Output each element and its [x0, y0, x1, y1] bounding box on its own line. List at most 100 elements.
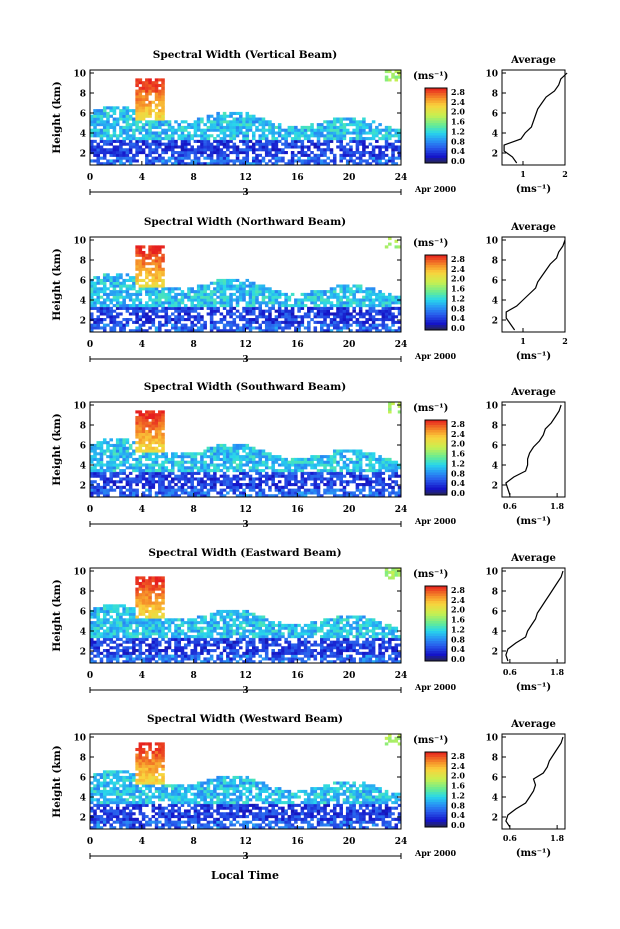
heatmap-cell: [125, 318, 130, 322]
heatmap-cell: [358, 488, 363, 492]
heatmap-cell: [200, 646, 204, 650]
heatmap-cell: [255, 148, 259, 152]
heatmap-cell: [151, 142, 156, 146]
heatmap-cell: [93, 640, 97, 644]
heatmap-cell: [294, 125, 298, 129]
heatmap-cell: [203, 485, 207, 489]
heatmap-cell: [132, 618, 136, 622]
heatmap-cell: [96, 649, 101, 653]
heatmap-cell: [141, 632, 146, 636]
heatmap-cell: [154, 256, 159, 260]
heatmap-cell: [170, 290, 175, 294]
heatmap-cell: [119, 654, 123, 658]
heatmap-cell: [141, 651, 146, 655]
heatmap-cell: [193, 148, 198, 152]
heatmap-cell: [180, 306, 185, 310]
heatmap-cell: [128, 295, 133, 299]
heatmap-cell: [294, 466, 298, 470]
heatmap-cell: [148, 137, 152, 141]
heatmap-cell: [174, 637, 178, 641]
heatmap-cell: [388, 242, 392, 246]
heatmap-cell: [93, 626, 97, 630]
day-label: 3: [242, 188, 248, 198]
heatmap-cell: [138, 421, 143, 425]
heatmap-cell: [145, 643, 149, 647]
heatmap-cell: [161, 446, 165, 450]
heatmap-cell: [109, 654, 113, 658]
heatmap-cell: [135, 587, 139, 591]
heatmap-cell: [99, 139, 104, 143]
heatmap-cell: [106, 609, 110, 613]
heatmap-cell: [248, 309, 253, 313]
heatmap-cell: [141, 657, 146, 661]
heatmap-cell: [174, 618, 178, 622]
heatmap-cell: [148, 449, 152, 453]
heatmap-cell: [196, 326, 201, 330]
heatmap-cell: [242, 483, 246, 487]
heatmap-cell: [261, 128, 266, 132]
heatmap-cell: [138, 78, 143, 82]
heatmap-cell: [102, 471, 107, 475]
heatmap-cell: [229, 452, 233, 456]
heatmap-cell: [332, 318, 337, 322]
heatmap-cell: [261, 123, 266, 127]
heatmap-cell: [93, 281, 97, 285]
heatmap-cell: [177, 298, 182, 302]
heatmap-cell: [355, 290, 360, 294]
heatmap-cell: [135, 81, 139, 85]
heatmap-cell: [109, 329, 113, 333]
heatmap-cell: [154, 452, 159, 456]
heatmap-cell: [287, 474, 292, 478]
heatmap-cell: [170, 637, 175, 641]
heatmap-cell: [310, 123, 314, 127]
heatmap-cell: [384, 153, 389, 157]
heatmap-cell: [310, 156, 314, 160]
heatmap-cell: [93, 151, 97, 155]
heatmap-cell: [229, 635, 233, 639]
heatmap-cell: [148, 103, 152, 107]
y-tick-label: 8: [80, 90, 86, 100]
heatmap-cell: [135, 159, 139, 163]
heatmap-cell: [193, 457, 198, 461]
heatmap-cell: [362, 469, 366, 473]
heatmap-cell: [145, 159, 149, 163]
heatmap-cell: [145, 410, 149, 414]
colorbar-swatch: [425, 302, 447, 306]
heatmap-cell: [349, 323, 353, 327]
heatmap-cell: [96, 471, 101, 475]
heatmap-cell: [164, 457, 169, 461]
heatmap-cell: [106, 295, 110, 299]
heatmap-cell: [219, 290, 224, 294]
heatmap-cell: [213, 471, 217, 475]
heatmap-cell: [177, 649, 182, 653]
heatmap-cell: [109, 153, 113, 157]
heatmap-cell: [138, 598, 143, 602]
heatmap-cell: [154, 312, 159, 316]
heatmap-cell: [187, 162, 191, 166]
heatmap-cell: [164, 320, 169, 324]
heatmap-cell: [93, 621, 97, 625]
heatmap-cell: [148, 483, 152, 487]
heatmap-cell: [138, 427, 143, 431]
heatmap-cell: [174, 292, 178, 296]
heatmap-cell: [90, 488, 94, 492]
heatmap-cell: [284, 483, 288, 487]
heatmap-cell: [213, 151, 217, 155]
heatmap-cell: [174, 295, 178, 299]
heatmap-cell: [138, 480, 143, 484]
heatmap-cell: [375, 309, 379, 313]
heatmap-cell: [174, 623, 178, 627]
heatmap-cell: [297, 460, 301, 464]
heatmap-cell: [125, 660, 130, 664]
heatmap-cell: [99, 120, 104, 124]
heatmap-cell: [213, 323, 217, 327]
heatmap-cell: [287, 298, 292, 302]
heatmap-cell: [167, 640, 172, 644]
heatmap-cell: [303, 304, 308, 308]
heatmap-cell: [219, 446, 224, 450]
heatmap-cell: [99, 640, 104, 644]
heatmap-cell: [187, 290, 191, 294]
heatmap-cell: [313, 145, 318, 149]
heatmap-cell: [196, 452, 201, 456]
heatmap-cell: [109, 318, 113, 322]
